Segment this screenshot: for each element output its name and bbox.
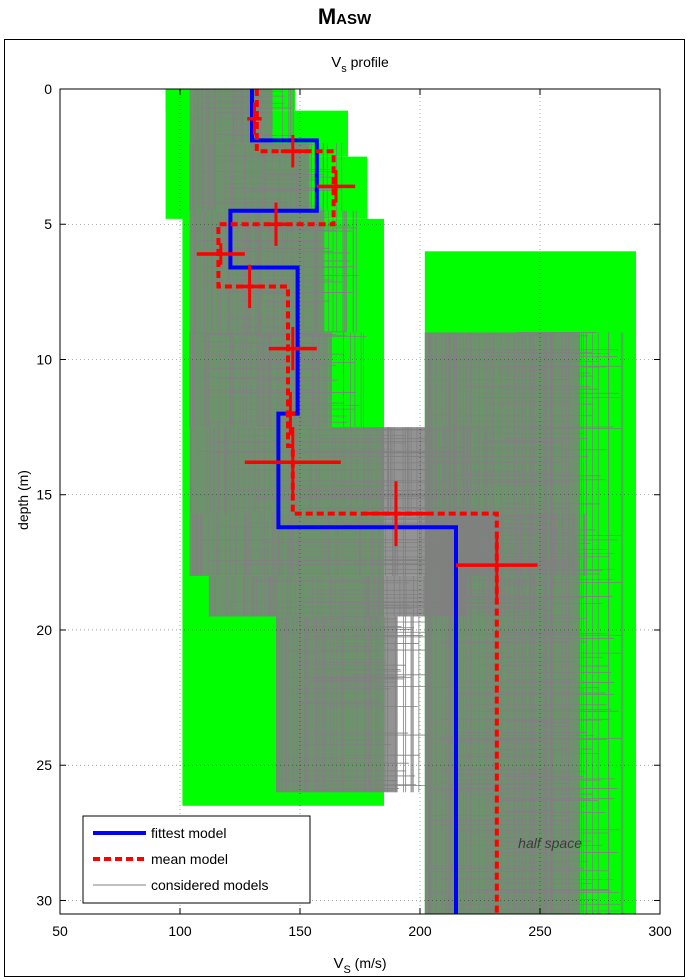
legend-label: mean model bbox=[151, 851, 228, 867]
axes-box bbox=[59, 88, 661, 915]
x-tick-label: 50 bbox=[52, 923, 68, 939]
x-axis-title: VS (m/s) bbox=[333, 955, 386, 976]
x-tick-label: 200 bbox=[408, 923, 432, 939]
y-tick-label: 0 bbox=[44, 81, 52, 97]
figure-title: Masw bbox=[317, 4, 372, 29]
figure-frame bbox=[4, 39, 685, 977]
axes-layer: 50 100 150 200 250 300 0 5 10 15 20 25 30 bbox=[36, 81, 671, 939]
grid-layer bbox=[60, 89, 660, 914]
y-tick-label: 20 bbox=[36, 622, 52, 638]
error-cross-layer bbox=[196, 102, 538, 598]
y-axis-title: depth (m) bbox=[15, 470, 31, 530]
x-tick-label: 100 bbox=[168, 923, 192, 939]
legend-label: fittest model bbox=[151, 825, 226, 841]
y-tick-label: 25 bbox=[36, 757, 52, 773]
legend-label: considered models bbox=[151, 877, 269, 893]
fittest-model-line bbox=[228, 89, 458, 914]
chart-title: Vs profile bbox=[331, 54, 389, 75]
considered-models-layer bbox=[189, 89, 624, 914]
y-tick-label: 30 bbox=[36, 892, 52, 908]
half-space-annotation: half space bbox=[518, 835, 582, 851]
x-tick-label: 300 bbox=[648, 923, 672, 939]
y-tick-label: 5 bbox=[44, 216, 52, 232]
y-tick-label: 10 bbox=[36, 351, 52, 367]
y-tick-label: 15 bbox=[36, 487, 52, 503]
x-tick-label: 250 bbox=[528, 923, 552, 939]
legend: fittest model mean model considered models bbox=[82, 815, 311, 904]
x-tick-label: 150 bbox=[288, 923, 312, 939]
